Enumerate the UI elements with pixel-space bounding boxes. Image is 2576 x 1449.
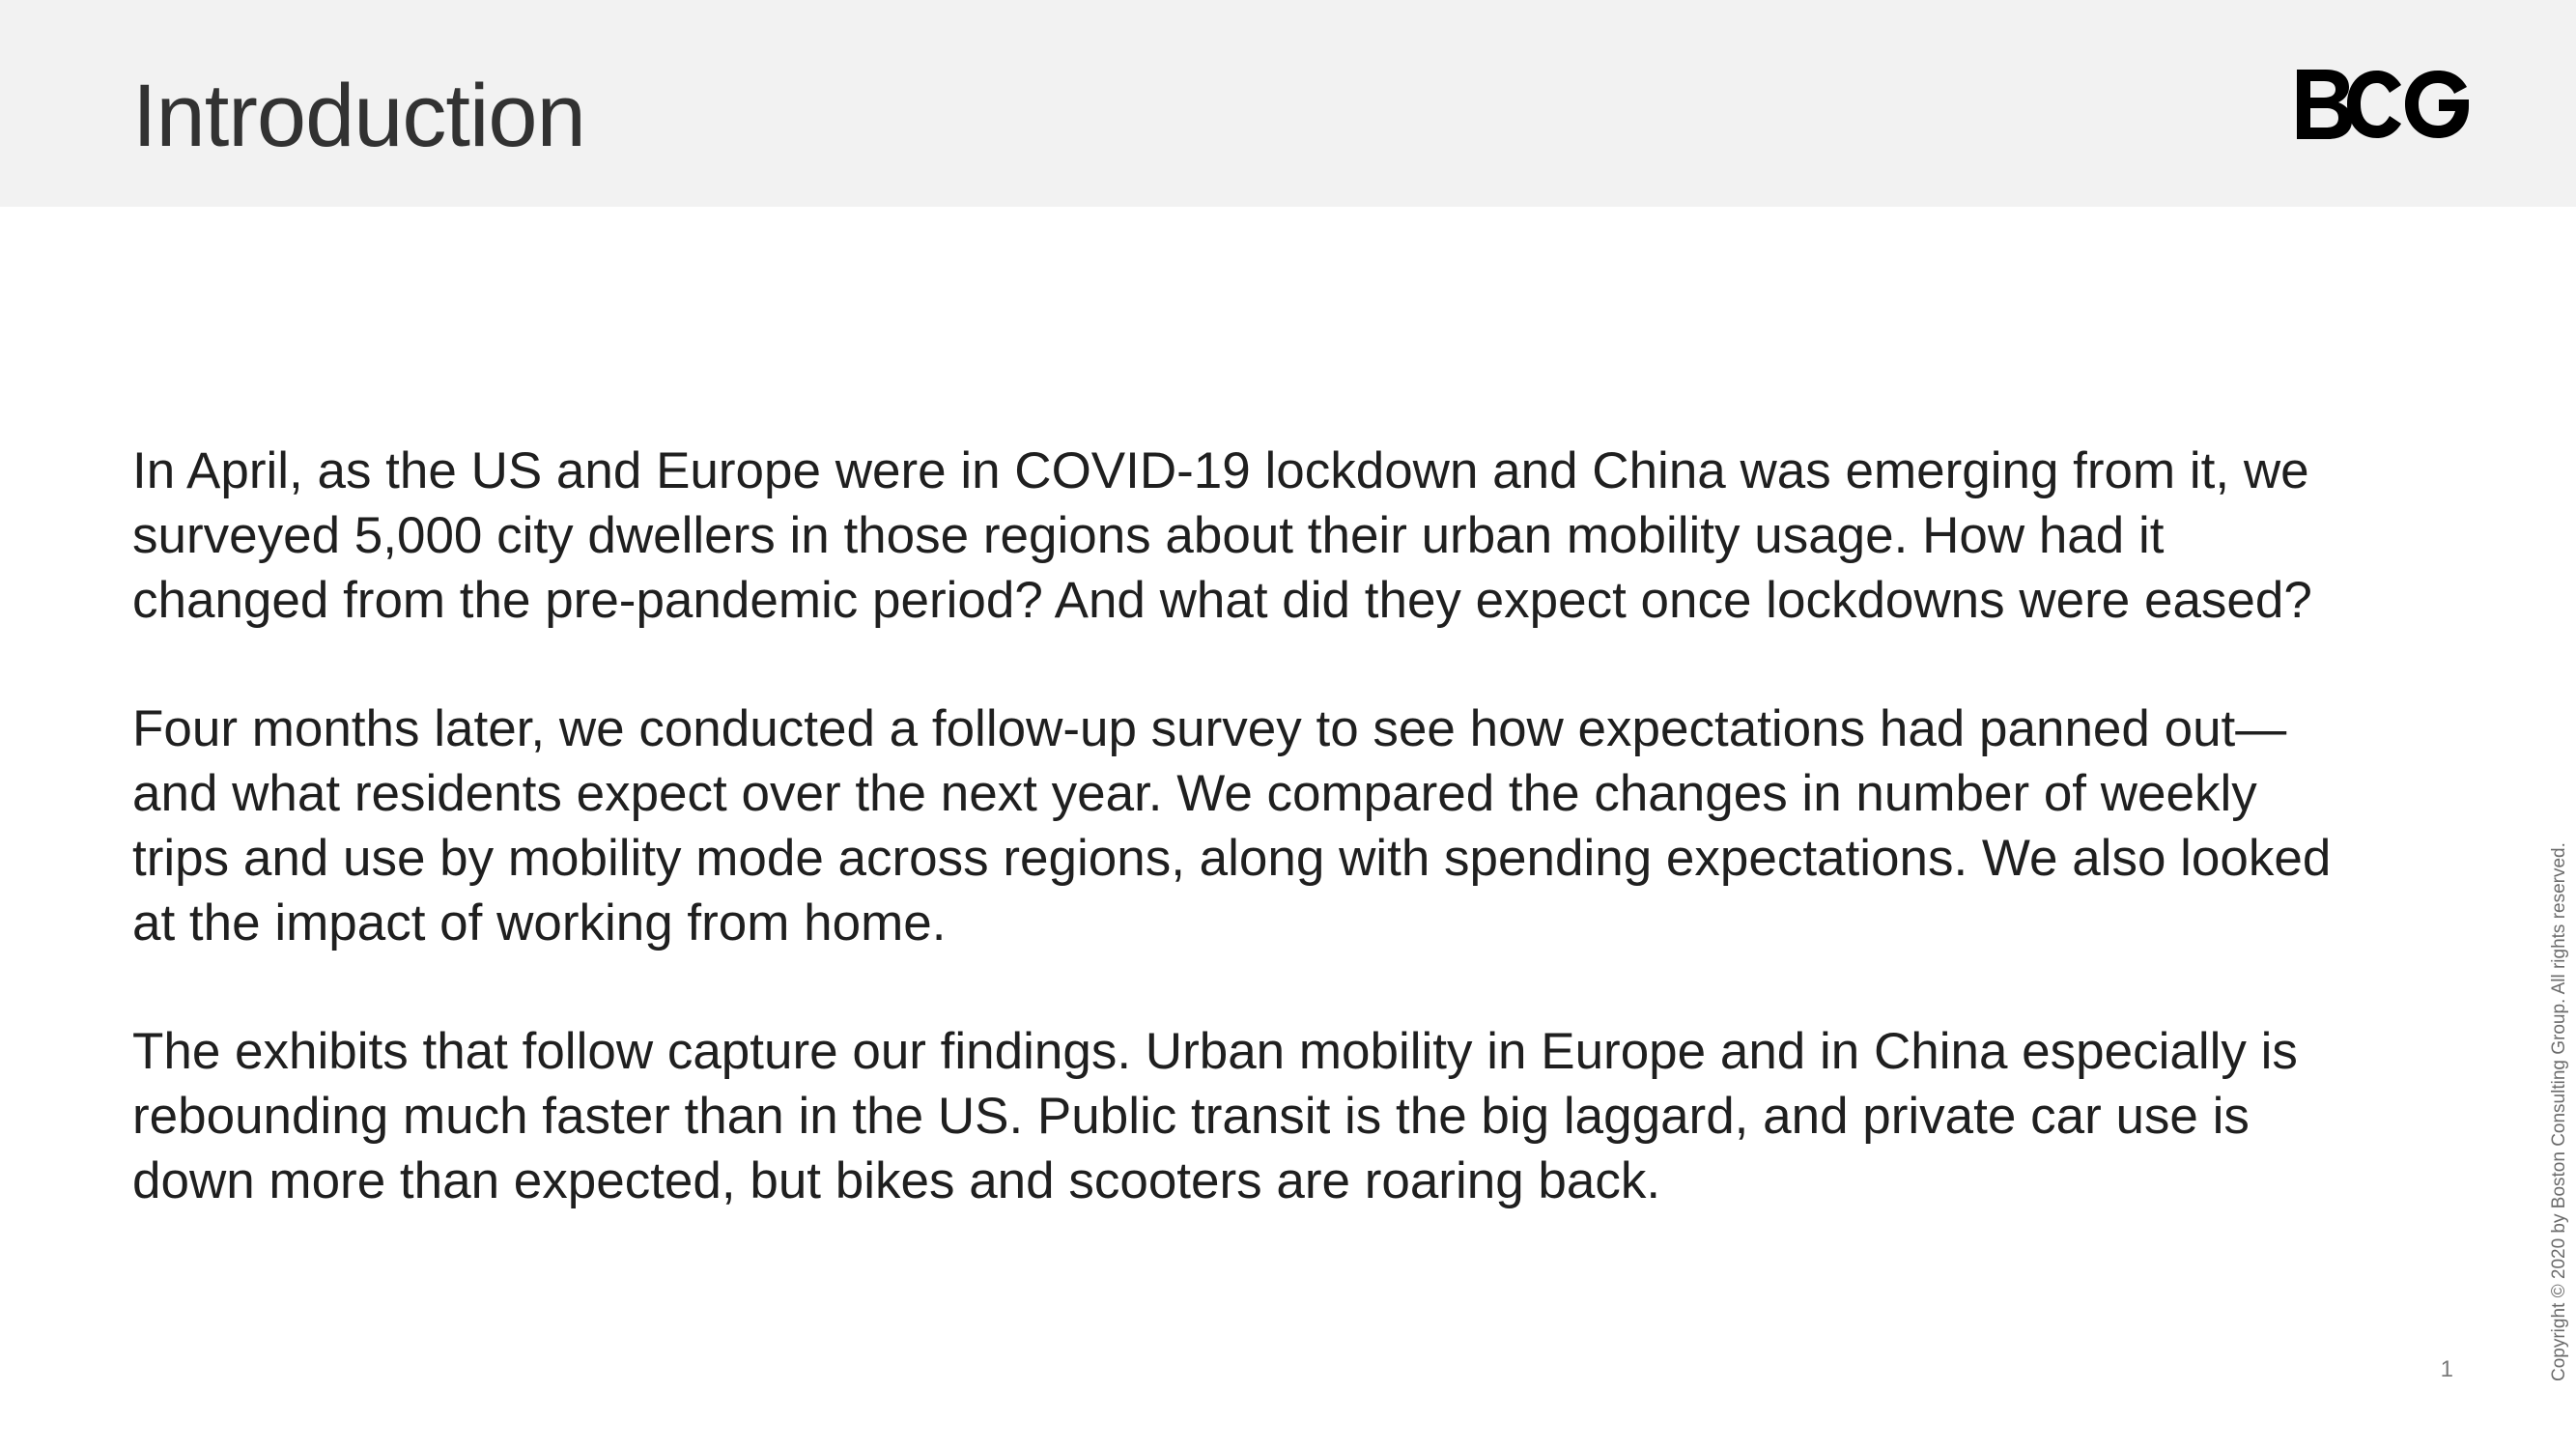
paragraph-line: In April, as the US and Europe were in C…	[132, 442, 2309, 499]
paragraph-1: In April, as the US and Europe were in C…	[132, 439, 2450, 633]
paragraph-line: at the impact of working from home.	[132, 895, 947, 952]
paragraph-line: trips and use by mobility mode across re…	[132, 830, 2332, 887]
paragraph-line: and what residents expect over the next …	[132, 765, 2257, 822]
paragraph-line: rebounding much faster than in the US. P…	[132, 1088, 2250, 1145]
paragraph-line: down more than expected, but bikes and s…	[132, 1152, 1661, 1209]
paragraph-line: changed from the pre-pandemic period? An…	[132, 572, 2312, 629]
bcg-logo	[2297, 70, 2469, 139]
paragraph-2: Four months later, we conducted a follow…	[132, 696, 2450, 955]
page-title: Introduction	[132, 67, 586, 165]
header-band	[0, 0, 2576, 207]
intro-body: In April, as the US and Europe were in C…	[132, 439, 2450, 1277]
paragraph-line: surveyed 5,000 city dwellers in those re…	[132, 507, 2165, 564]
paragraph-line: Four months later, we conducted a follow…	[132, 700, 2287, 757]
paragraph-line: The exhibits that follow capture our fin…	[132, 1023, 2298, 1080]
paragraph-3: The exhibits that follow capture our fin…	[132, 1019, 2450, 1213]
copyright-notice: Copyright © 2020 by Boston Consulting Gr…	[2549, 842, 2569, 1381]
page-number: 1	[2440, 1356, 2453, 1382]
